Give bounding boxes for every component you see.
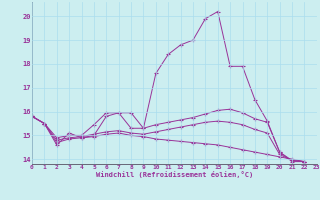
X-axis label: Windchill (Refroidissement éolien,°C): Windchill (Refroidissement éolien,°C) xyxy=(96,171,253,178)
